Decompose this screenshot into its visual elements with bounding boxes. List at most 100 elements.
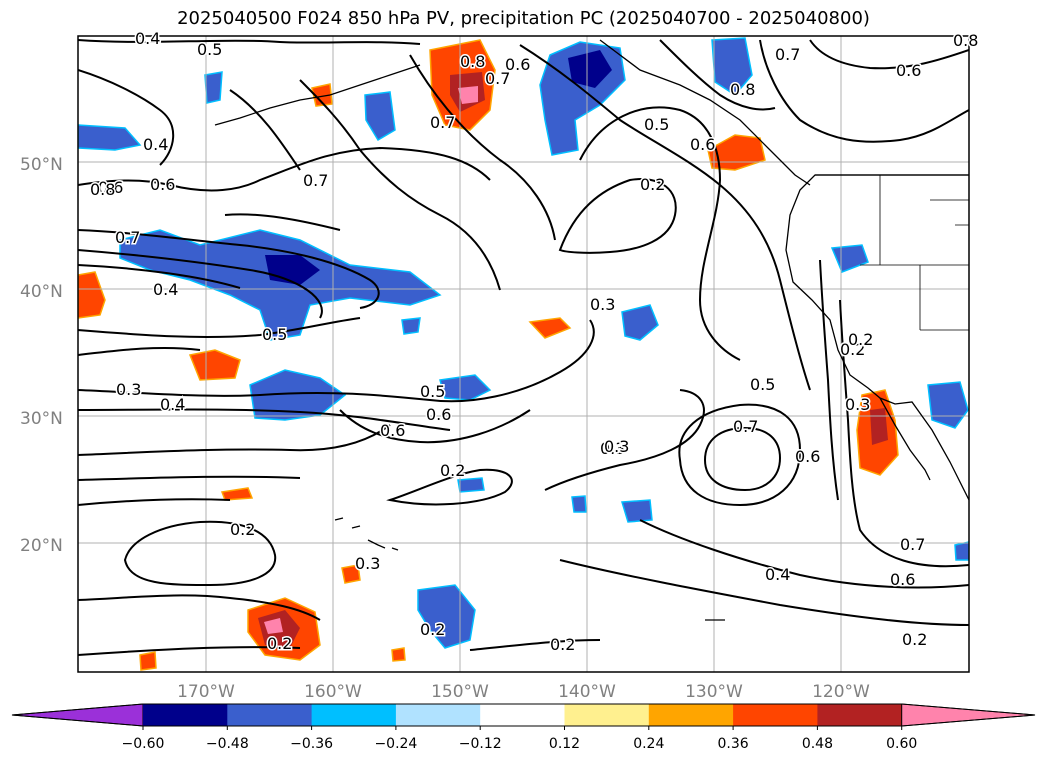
precip-blob [568,50,612,88]
colorbar-segment [817,704,903,726]
lat-label: 40°N [20,282,63,302]
precip-blob [621,304,659,341]
lon-axis: 170°W 160°W 150°W 140°W 130°W 120°W [177,682,870,702]
contour-label: 0.6 [505,55,530,74]
colorbar-extend-max [901,703,1036,727]
contour-label: 0.4 [143,135,168,154]
contour-label: 0.2 [640,175,665,194]
precip-blob [341,564,361,584]
precip-blob [78,124,142,151]
lon-label: 140°W [558,682,616,702]
precip-blob [264,618,283,634]
colorbar-segment [480,704,565,726]
contour-label: 0.2 [440,461,465,480]
precip-blob [621,499,653,523]
colorbar-segment [564,704,650,726]
precip-blob [364,91,396,142]
colorbar-tick-label: 0.60 [886,736,917,752]
contour-label: 0.2 [840,340,865,359]
precip-blob [439,374,492,401]
coastline-baja [879,397,931,481]
lat-label: 50°N [20,155,63,175]
contour-label: 0.6 [890,570,915,589]
precip-blob [311,83,333,107]
contour-label: 0.8 [460,52,485,71]
hawaii-islands [334,517,399,551]
lon-label: 130°W [685,682,743,702]
contour-label: 0.6 [690,135,715,154]
precip-blob [458,86,478,104]
precip-blob [707,134,766,171]
coastlines [214,39,969,621]
contour-labels: 0.40.50.40.80.6 0.70.50.40.30.60.40.30.20… [89,28,980,656]
precip-blob [204,71,223,104]
contour-label: 0.7 [733,417,758,436]
precip-blob [528,317,572,339]
colorbar-tick-label: 0.12 [549,736,580,752]
contour-label: 0.4 [765,565,790,584]
colorbar [11,703,1036,727]
contour-label: 0.3 [600,439,625,458]
lon-label: 160°W [304,682,362,702]
contour-label: 0.6 [98,178,123,197]
lon-label: 120°W [812,682,870,702]
contour-label: 0.7 [900,535,925,554]
colorbar-ticks: −0.60 −0.48 −0.36 −0.24 −0.12 0.12 0.24 0.36 0.4… [122,726,917,752]
precip-blob [417,584,476,649]
coastline-aleutians [214,64,421,126]
lat-axis: 50°N 40°N 30°N 20°N [20,155,63,556]
colorbar-tick-label: −0.60 [122,736,165,752]
contour-label: 0.8 [90,180,115,199]
border-states [860,175,969,331]
contour-label: 0.2 [230,520,255,539]
contour-label: 0.4 [160,395,185,414]
colorbar-tick-label: −0.24 [374,736,417,752]
contour-label: 0.3 [604,437,629,456]
contour-label: 0.5 [750,375,775,394]
precip-blob [401,317,421,335]
precip-blob [139,651,157,671]
colorbar-tick-label: −0.48 [206,736,249,752]
colorbar-tick-label: 0.48 [802,736,833,752]
precip-blob [119,229,442,341]
contour-label: 0.6 [380,421,405,440]
contour-label: 0.2 [550,635,575,654]
colorbar-tick-label: −0.12 [459,736,502,752]
pv-contours [78,39,969,656]
contour-label: 0.2 [420,620,445,639]
contour-label: 0.4 [153,280,178,299]
contour-label: 0.5 [420,382,445,401]
contour-label: 0.7 [303,171,328,190]
contour-label: 0.6 [795,447,820,466]
colorbar-tick-label: −0.36 [290,736,333,752]
contour-label: 0.5 [197,40,222,59]
precip-blob [78,271,106,319]
gridlines [78,36,969,672]
precip-blob [457,477,485,493]
colorbar-segment [143,704,228,726]
contour-label: 0.3 [116,380,141,399]
contour-label: 0.2 [848,330,873,349]
contour-label: 0.7 [115,228,140,247]
precip-blob [870,408,888,445]
contour-label: 0.3 [355,554,380,573]
colorbar-tick-label: 0.36 [718,736,749,752]
contour-label: 0.4 [135,29,160,48]
contour-label: 0.8 [953,31,978,50]
map-border [77,35,970,673]
contour-label: 0.7 [775,45,800,64]
map-title: 2025040500 F024 850 hPa PV, precipitatio… [177,8,870,29]
precip-blob [954,541,969,561]
contour-label: 0.2 [902,630,927,649]
map-area [78,36,969,672]
precip-blob [391,647,406,662]
contour-label: 0.5 [644,115,669,134]
lon-label: 150°W [431,682,489,702]
colorbar-segment [733,704,818,726]
contour-label: 0.7 [485,69,510,88]
precip-blob [220,487,254,501]
colorbar-extend-min [11,703,144,727]
contour-label: 0.3 [590,295,615,314]
lon-label: 170°W [177,682,235,702]
colorbar-segment [648,704,734,726]
